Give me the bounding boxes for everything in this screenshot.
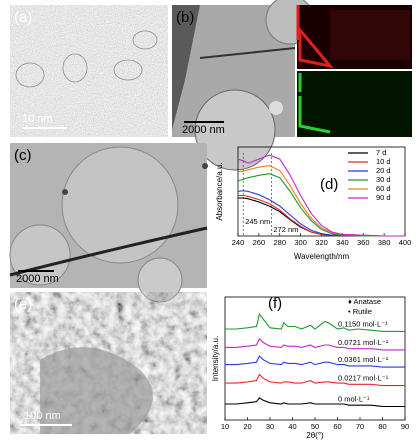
series-label: 0.0217 mol·L⁻¹ xyxy=(338,374,389,383)
x-tick-label: 320 xyxy=(315,238,328,247)
legend-label: 60 d xyxy=(376,184,391,193)
panel-b: (b) 2000 nm xyxy=(172,0,412,171)
uv-vis-chart: 240 260 280 300 320 340 360 380 400 Wavelength/nm… xyxy=(215,146,412,261)
x-tick-label: 30 xyxy=(266,422,274,431)
panel-label: (e) xyxy=(14,296,32,313)
scale-text: 2000 nm xyxy=(16,273,59,285)
x-tick-label: 60 xyxy=(333,422,341,431)
x-axis-label: 2θ(°) xyxy=(306,431,324,440)
panel-c: (c) 2000 nm xyxy=(9,143,208,303)
x-tick-label: 50 xyxy=(311,422,319,431)
series-label: 0.0721 mol·L⁻¹ xyxy=(338,338,389,347)
scale-bar xyxy=(184,121,224,123)
legend-label: 20 d xyxy=(376,166,391,175)
panel-label: (c) xyxy=(14,147,32,164)
series-line xyxy=(225,397,405,408)
y-axis-label: Intensity/a.u. xyxy=(211,336,220,381)
series-line xyxy=(237,173,405,237)
annotation-text: 272 nm xyxy=(273,225,298,234)
x-tick-label: 380 xyxy=(378,238,391,247)
annotation-text: 245 nm xyxy=(245,217,270,226)
series-label: 0.1150 mol·L⁻¹ xyxy=(338,319,388,328)
x-tick-label: 40 xyxy=(288,422,296,431)
marker-legend: ♦ Anatase xyxy=(348,297,381,306)
legend-label: 7 d xyxy=(376,148,386,157)
series-line xyxy=(225,355,405,368)
panel-e: (e) 100 nm xyxy=(10,292,207,434)
x-tick-label: 340 xyxy=(336,238,349,247)
scale-text: 2000 nm xyxy=(182,124,225,136)
panel-label: (d) xyxy=(320,176,338,193)
xrd-chart: 10 20 30 40 50 60 70 80 90 2θ(°) Intensity/a.u. (f)… xyxy=(211,295,409,440)
series-line xyxy=(225,337,405,351)
panel-a: (a) 10 nm xyxy=(10,5,168,137)
x-tick-label: 80 xyxy=(378,422,386,431)
x-axis-label: Wavelength/nm xyxy=(294,252,350,261)
x-tick-label: 90 xyxy=(401,422,409,431)
scale-text: 100 nm xyxy=(24,410,61,422)
x-tick-label: 300 xyxy=(294,238,307,247)
series-label: 0 mol·L⁻¹ xyxy=(338,394,370,403)
panel-label: (f) xyxy=(268,295,282,312)
legend-label: 30 d xyxy=(376,175,391,184)
legend-label: 10 d xyxy=(376,157,391,166)
series-label: 0.0361 mol·L⁻¹ xyxy=(338,355,389,364)
panel-label: (a) xyxy=(14,9,32,26)
marker-legend: • Rutile xyxy=(348,307,372,316)
scale-bar xyxy=(18,270,54,272)
x-tick-label: 70 xyxy=(356,422,364,431)
x-tick-label: 360 xyxy=(357,238,370,247)
x-tick-label: 10 xyxy=(221,422,229,431)
scale-bar xyxy=(22,127,67,129)
x-tick-label: 260 xyxy=(253,238,266,247)
x-tick-label: 240 xyxy=(232,238,245,247)
scale-bar xyxy=(20,424,72,426)
scale-text: 10 nm xyxy=(22,113,53,125)
x-tick-label: 400 xyxy=(399,238,412,247)
y-axis-label: Absorbance/a.u. xyxy=(215,162,224,220)
series-line xyxy=(237,154,405,237)
fluorescence-green xyxy=(297,71,412,137)
series-line xyxy=(225,373,405,387)
x-tick-label: 20 xyxy=(243,422,251,431)
panel-label: (b) xyxy=(176,9,194,26)
legend-label: 90 d xyxy=(376,193,391,202)
x-tick-label: 280 xyxy=(273,238,286,247)
series-line xyxy=(225,312,405,332)
